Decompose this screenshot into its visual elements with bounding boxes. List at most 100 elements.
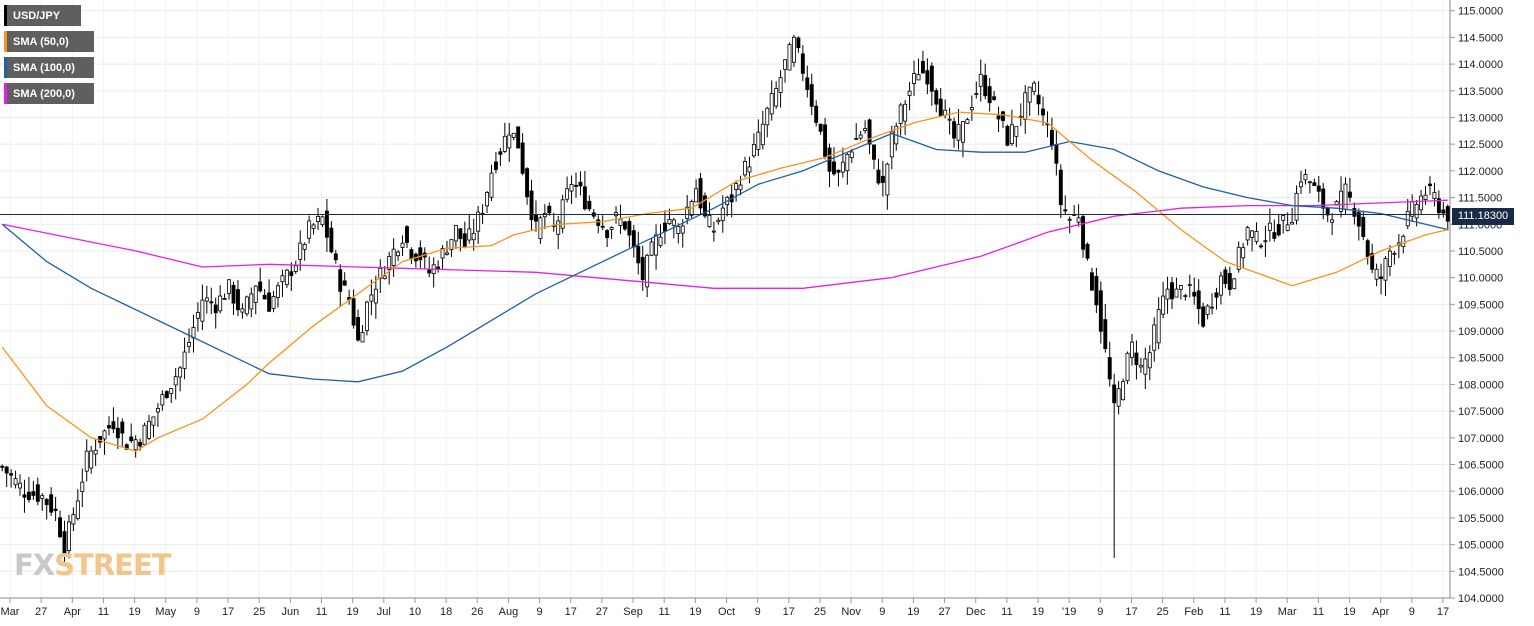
candle-body <box>178 367 183 378</box>
candle-body <box>1161 295 1166 315</box>
candle-body <box>307 220 312 239</box>
candle-body <box>858 134 863 139</box>
candle-body <box>173 376 178 386</box>
candle-body <box>249 293 254 310</box>
candle-body <box>1005 125 1010 146</box>
candle-body <box>1263 240 1268 243</box>
candle-body <box>1290 221 1295 225</box>
candle-body <box>271 296 276 309</box>
candle-body <box>1325 208 1330 216</box>
candle-body <box>800 53 805 74</box>
candle-body <box>209 301 214 304</box>
candle-body <box>187 342 191 347</box>
x-tick-label: 19 <box>1250 606 1262 618</box>
candle-body <box>765 107 770 126</box>
current-price-tag: 111.18300 <box>1452 208 1514 225</box>
x-tick-label: Feb <box>1184 606 1203 618</box>
candle-body <box>952 121 957 139</box>
legend-item-sma200[interactable]: SMA (200,0) <box>4 83 94 104</box>
x-tick-label: 11 <box>1219 606 1230 618</box>
candle-body <box>182 351 187 369</box>
candle-body <box>1316 185 1321 192</box>
candle-body <box>974 93 979 95</box>
candle-body <box>1001 111 1005 121</box>
candle-body <box>18 482 22 489</box>
candle-body <box>912 73 916 84</box>
x-tick-label: Apr <box>64 606 81 618</box>
candle-body <box>743 161 747 176</box>
x-tick-label: Mar <box>1 606 20 618</box>
candle-body <box>542 213 547 218</box>
candle-body <box>1272 232 1277 239</box>
candle-body <box>195 311 200 319</box>
x-tick-label: 19 <box>1032 606 1044 618</box>
candle-body <box>1414 204 1419 219</box>
candle-body <box>836 169 841 173</box>
candle-body <box>1419 195 1424 211</box>
candle-body <box>1112 384 1117 404</box>
candle-body <box>22 494 27 498</box>
candle-body <box>138 441 143 447</box>
candle-body <box>449 239 454 251</box>
candle-body <box>1081 216 1086 250</box>
candle-body <box>640 256 645 280</box>
candle-body <box>231 284 236 304</box>
candle-body <box>1032 82 1037 92</box>
candle-body <box>40 495 45 499</box>
x-tick-label: Sep <box>623 606 643 618</box>
candle-body <box>49 494 54 513</box>
y-tick-label: 114.0000 <box>1458 59 1503 71</box>
x-tick-label: 11 <box>658 606 669 618</box>
candle-body <box>1116 388 1121 407</box>
sma50-line <box>1 111 1448 452</box>
candle-body <box>1254 231 1259 242</box>
candle-body <box>1165 288 1170 300</box>
candle-body <box>302 244 307 250</box>
candle-body <box>1423 194 1428 200</box>
candle-body <box>1299 181 1303 188</box>
candle-body <box>1170 282 1174 300</box>
candle-body <box>1343 183 1348 210</box>
candle-body <box>1405 210 1410 227</box>
y-tick-label: 108.5000 <box>1458 353 1504 365</box>
candle-body <box>1063 209 1068 212</box>
candle-body <box>791 36 796 63</box>
x-tick-label: 9 <box>537 606 543 618</box>
candle-body <box>622 221 627 230</box>
candle-body <box>89 450 94 469</box>
candle-body <box>680 225 685 234</box>
candle-body <box>814 105 819 123</box>
candle-body <box>1103 319 1108 349</box>
candle-body <box>1223 269 1228 285</box>
y-tick-label: 110.5000 <box>1458 246 1503 258</box>
candle-body <box>796 37 801 49</box>
candle-body <box>582 186 587 210</box>
candle-body <box>578 181 583 187</box>
candle-body <box>787 44 792 71</box>
legend-item-usdjpy[interactable]: USD/JPY <box>4 5 81 26</box>
candle-body <box>4 466 9 474</box>
x-tick-label: 27 <box>596 606 608 618</box>
legend-item-sma50[interactable]: SMA (50,0) <box>4 31 94 52</box>
candle-body <box>1201 306 1206 327</box>
candle-body <box>1187 284 1192 286</box>
candle-body <box>907 90 912 96</box>
y-tick-label: 113.0000 <box>1458 112 1503 124</box>
candle-body <box>1125 352 1130 382</box>
candle-body <box>1383 258 1388 281</box>
x-tick-label: May <box>155 606 176 618</box>
candle-body <box>502 135 507 152</box>
candle-body <box>324 210 329 238</box>
legend-item-sma100[interactable]: SMA (100,0) <box>4 57 94 78</box>
candle-body <box>529 190 534 221</box>
candle-body <box>1352 208 1357 217</box>
candle-body <box>1392 252 1397 255</box>
y-tick-label: 108.0000 <box>1458 379 1504 391</box>
candle-body <box>147 420 151 439</box>
candle-body <box>84 450 89 472</box>
candle-body <box>1441 209 1446 214</box>
candle-body <box>863 128 868 131</box>
candle-body <box>1285 224 1290 231</box>
candle-body <box>1058 169 1063 206</box>
